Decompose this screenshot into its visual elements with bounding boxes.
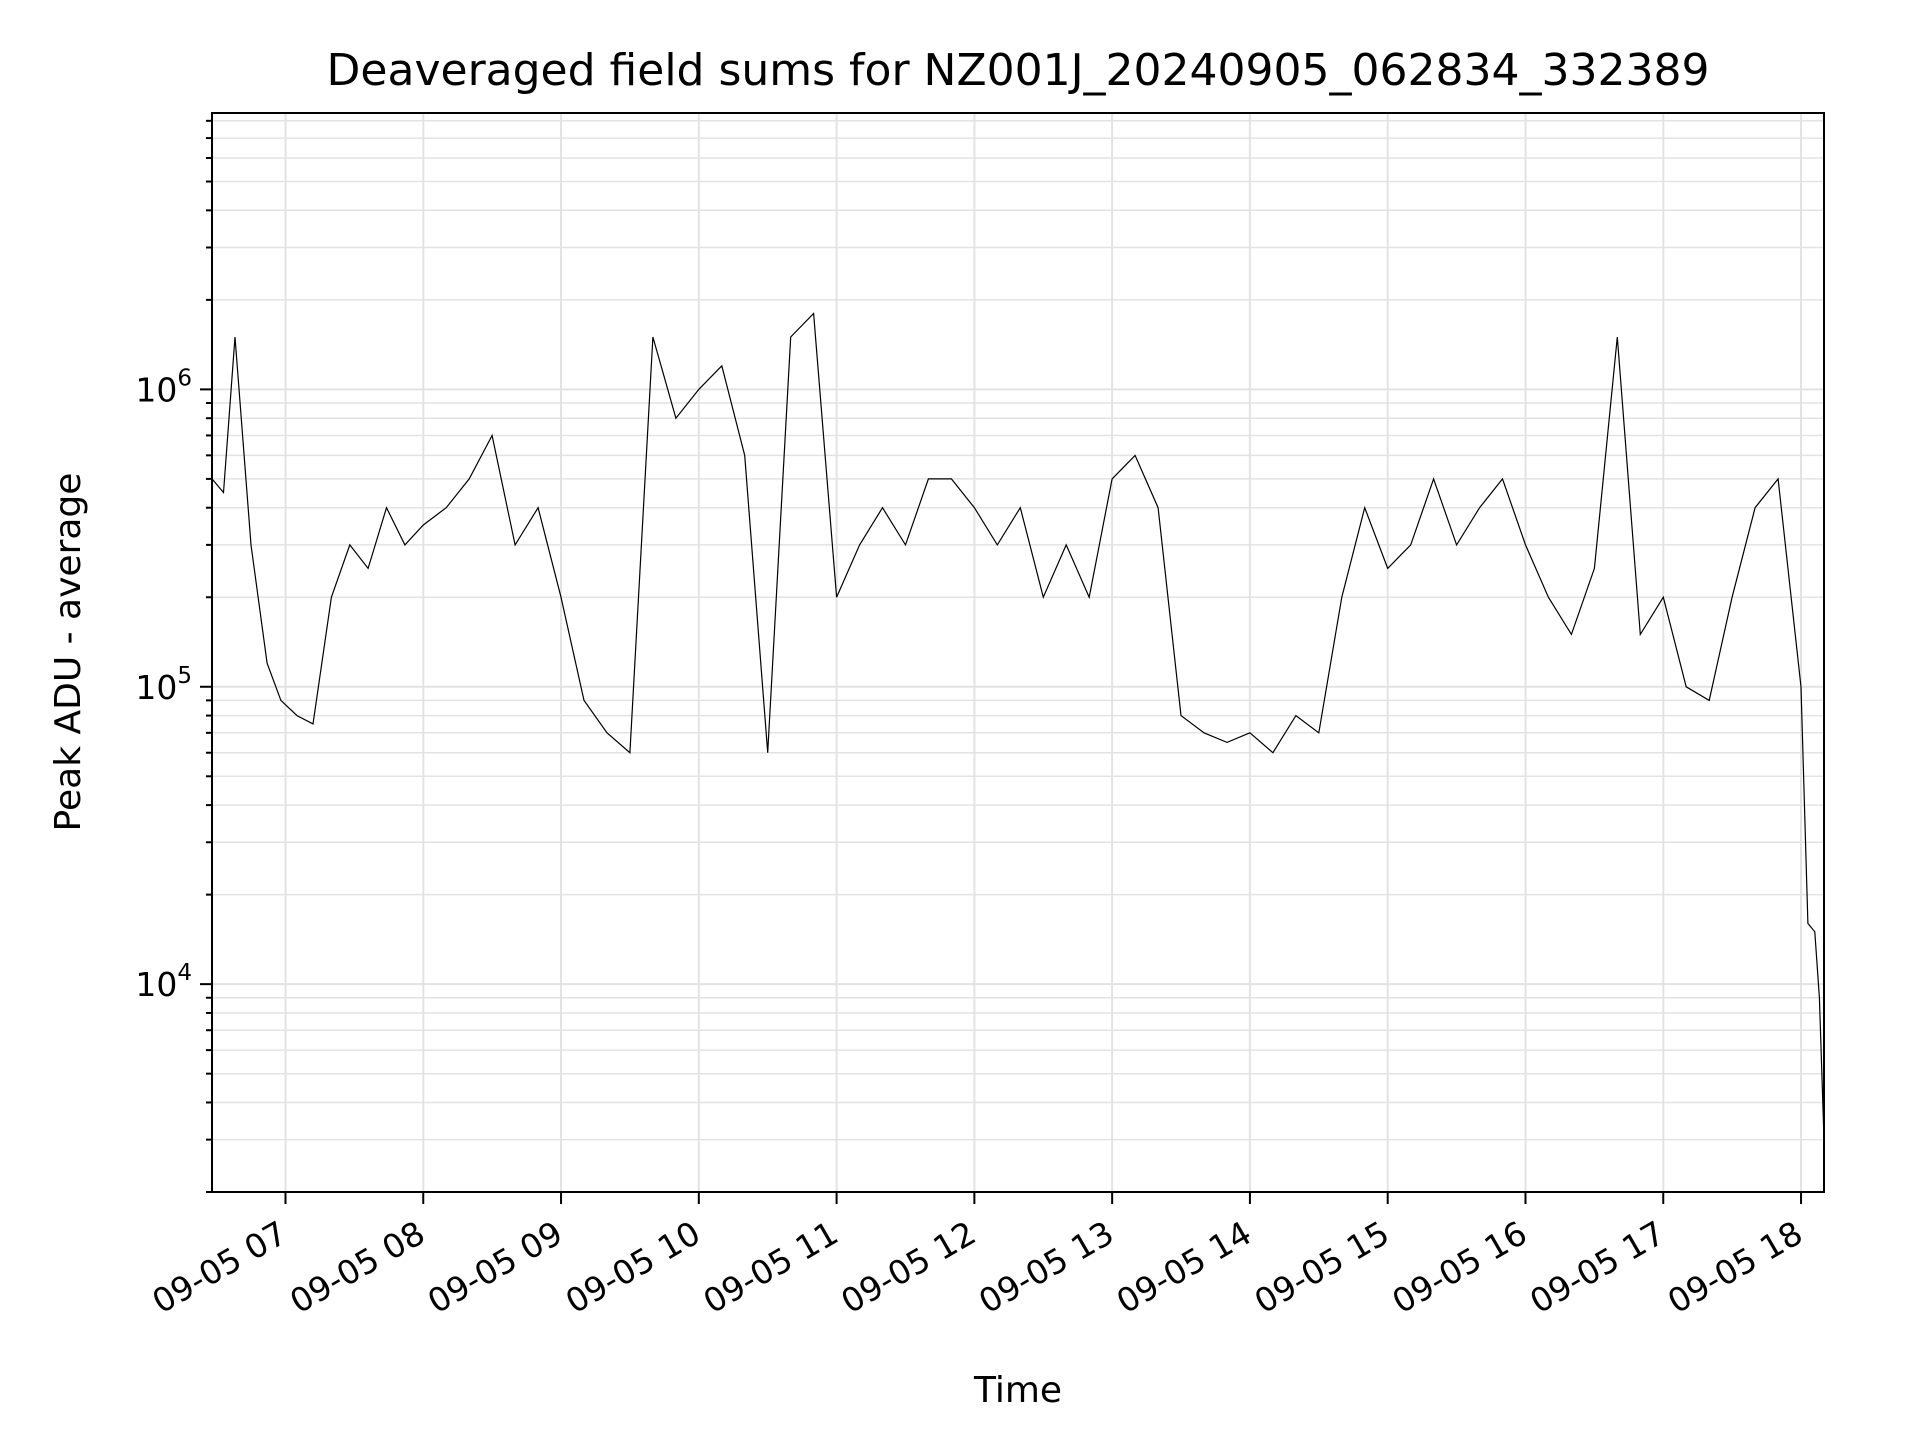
- y-axis: 104 105 106: [135, 119, 212, 1193]
- y-tick-label: 106: [135, 365, 192, 409]
- y-tick-label: 104: [135, 960, 192, 1004]
- grid: [212, 113, 1824, 1193]
- plot-frame: [211, 112, 1825, 1193]
- y-axis-label: Peak ADU - average: [48, 473, 89, 832]
- series-line: [211, 312, 1825, 1140]
- x-axis-label: Time: [973, 1370, 1062, 1411]
- chart-title: Deaveraged field sums for NZ001J_2024090…: [327, 45, 1710, 96]
- y-tick-label: 105: [135, 663, 192, 707]
